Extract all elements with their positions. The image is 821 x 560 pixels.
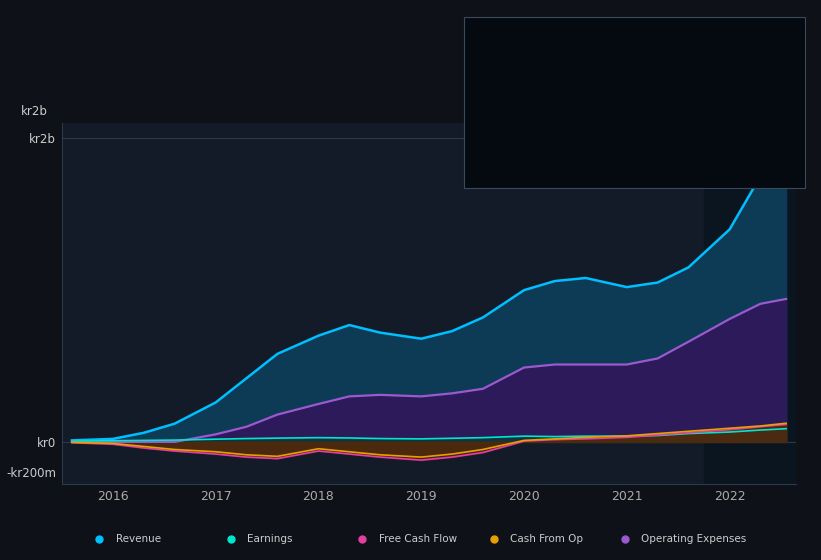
Text: Revenue: Revenue: [116, 534, 161, 544]
Text: Cash From Op: Cash From Op: [510, 534, 583, 544]
FancyBboxPatch shape: [464, 17, 805, 188]
Text: 4.6%: 4.6%: [627, 92, 658, 102]
Text: kr2b: kr2b: [21, 105, 48, 118]
Text: /yr: /yr: [736, 158, 754, 169]
Text: kr87.550m: kr87.550m: [627, 73, 695, 83]
Text: Revenue: Revenue: [478, 51, 523, 61]
Text: /yr: /yr: [736, 114, 754, 124]
Text: Earnings: Earnings: [478, 73, 523, 83]
Text: Cash From Op: Cash From Op: [478, 137, 551, 146]
Text: kr1.922b: kr1.922b: [627, 51, 684, 61]
Text: /yr: /yr: [736, 137, 754, 146]
Text: kr115.940m: kr115.940m: [627, 114, 703, 124]
Text: Jun 30 2022: Jun 30 2022: [478, 29, 561, 42]
Text: kr942.770m: kr942.770m: [627, 158, 703, 169]
Text: Operating Expenses: Operating Expenses: [641, 534, 746, 544]
Text: /yr: /yr: [726, 73, 743, 83]
Text: profit margin: profit margin: [671, 92, 742, 102]
Text: Free Cash Flow: Free Cash Flow: [478, 114, 556, 124]
Bar: [704, 123, 796, 484]
Text: Free Cash Flow: Free Cash Flow: [378, 534, 456, 544]
Text: kr123.823m: kr123.823m: [627, 137, 702, 146]
Text: Earnings: Earnings: [247, 534, 293, 544]
Text: /yr: /yr: [714, 51, 732, 61]
Text: Operating Expenses: Operating Expenses: [478, 158, 583, 169]
